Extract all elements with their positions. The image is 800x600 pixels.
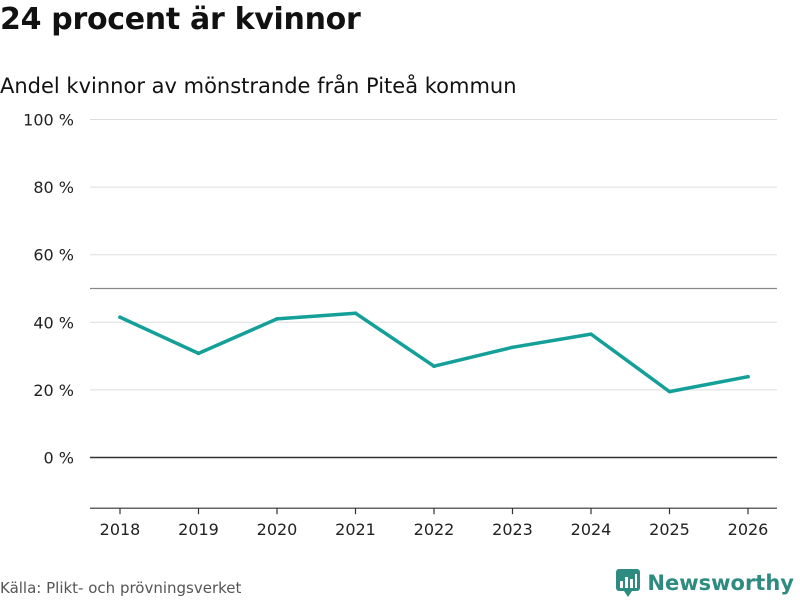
source-note: Källa: Plikt- och prövningsverket <box>0 579 242 597</box>
newsworthy-logo-icon <box>616 569 641 597</box>
x-tick-label: 2023 <box>492 520 533 539</box>
x-tick-label: 2021 <box>335 520 376 539</box>
data-point <box>118 315 122 320</box>
y-axis: 0 % 20 % 40 % 60 % 80 % 100 % <box>23 111 74 468</box>
data-point <box>667 389 672 394</box>
x-tick-label: 2022 <box>414 520 455 539</box>
series-line <box>118 311 750 394</box>
y-tick-label: 0 % <box>44 449 74 468</box>
data-point <box>275 317 279 321</box>
y-tick-label: 20 % <box>33 381 74 400</box>
x-axis: 2018 2019 2020 2021 2022 2023 2024 2025 2026 <box>90 507 777 539</box>
y-tick-label: 60 % <box>33 246 74 265</box>
chart-title: 24 procent är kvinnor <box>0 2 361 37</box>
y-tick-label: 40 % <box>33 313 74 332</box>
series <box>118 311 750 394</box>
data-point <box>196 351 201 356</box>
x-tick-label: 2020 <box>257 520 298 539</box>
x-tick-label: 2018 <box>100 520 141 539</box>
brand-logo: Newsworthy <box>615 568 794 598</box>
x-tick-label: 2019 <box>178 520 219 539</box>
data-point <box>353 311 358 315</box>
x-tick-label: 2026 <box>728 520 769 539</box>
x-tick-label: 2025 <box>649 520 690 539</box>
chart-subtitle: Andel kvinnor av mönstrande från Piteå k… <box>0 74 517 98</box>
x-tick-label: 2024 <box>571 520 612 539</box>
data-point <box>432 364 436 369</box>
data-point <box>589 332 593 336</box>
data-point <box>746 374 750 379</box>
line-chart: 0 % 20 % 40 % 60 % 80 % 100 % 2018 2019 2020 202… <box>23 111 777 539</box>
grid-lines <box>90 119 777 459</box>
data-point <box>510 345 515 350</box>
y-tick-label: 100 % <box>23 111 74 130</box>
y-tick-label: 80 % <box>33 178 74 197</box>
brand-name: Newsworthy <box>647 571 794 595</box>
